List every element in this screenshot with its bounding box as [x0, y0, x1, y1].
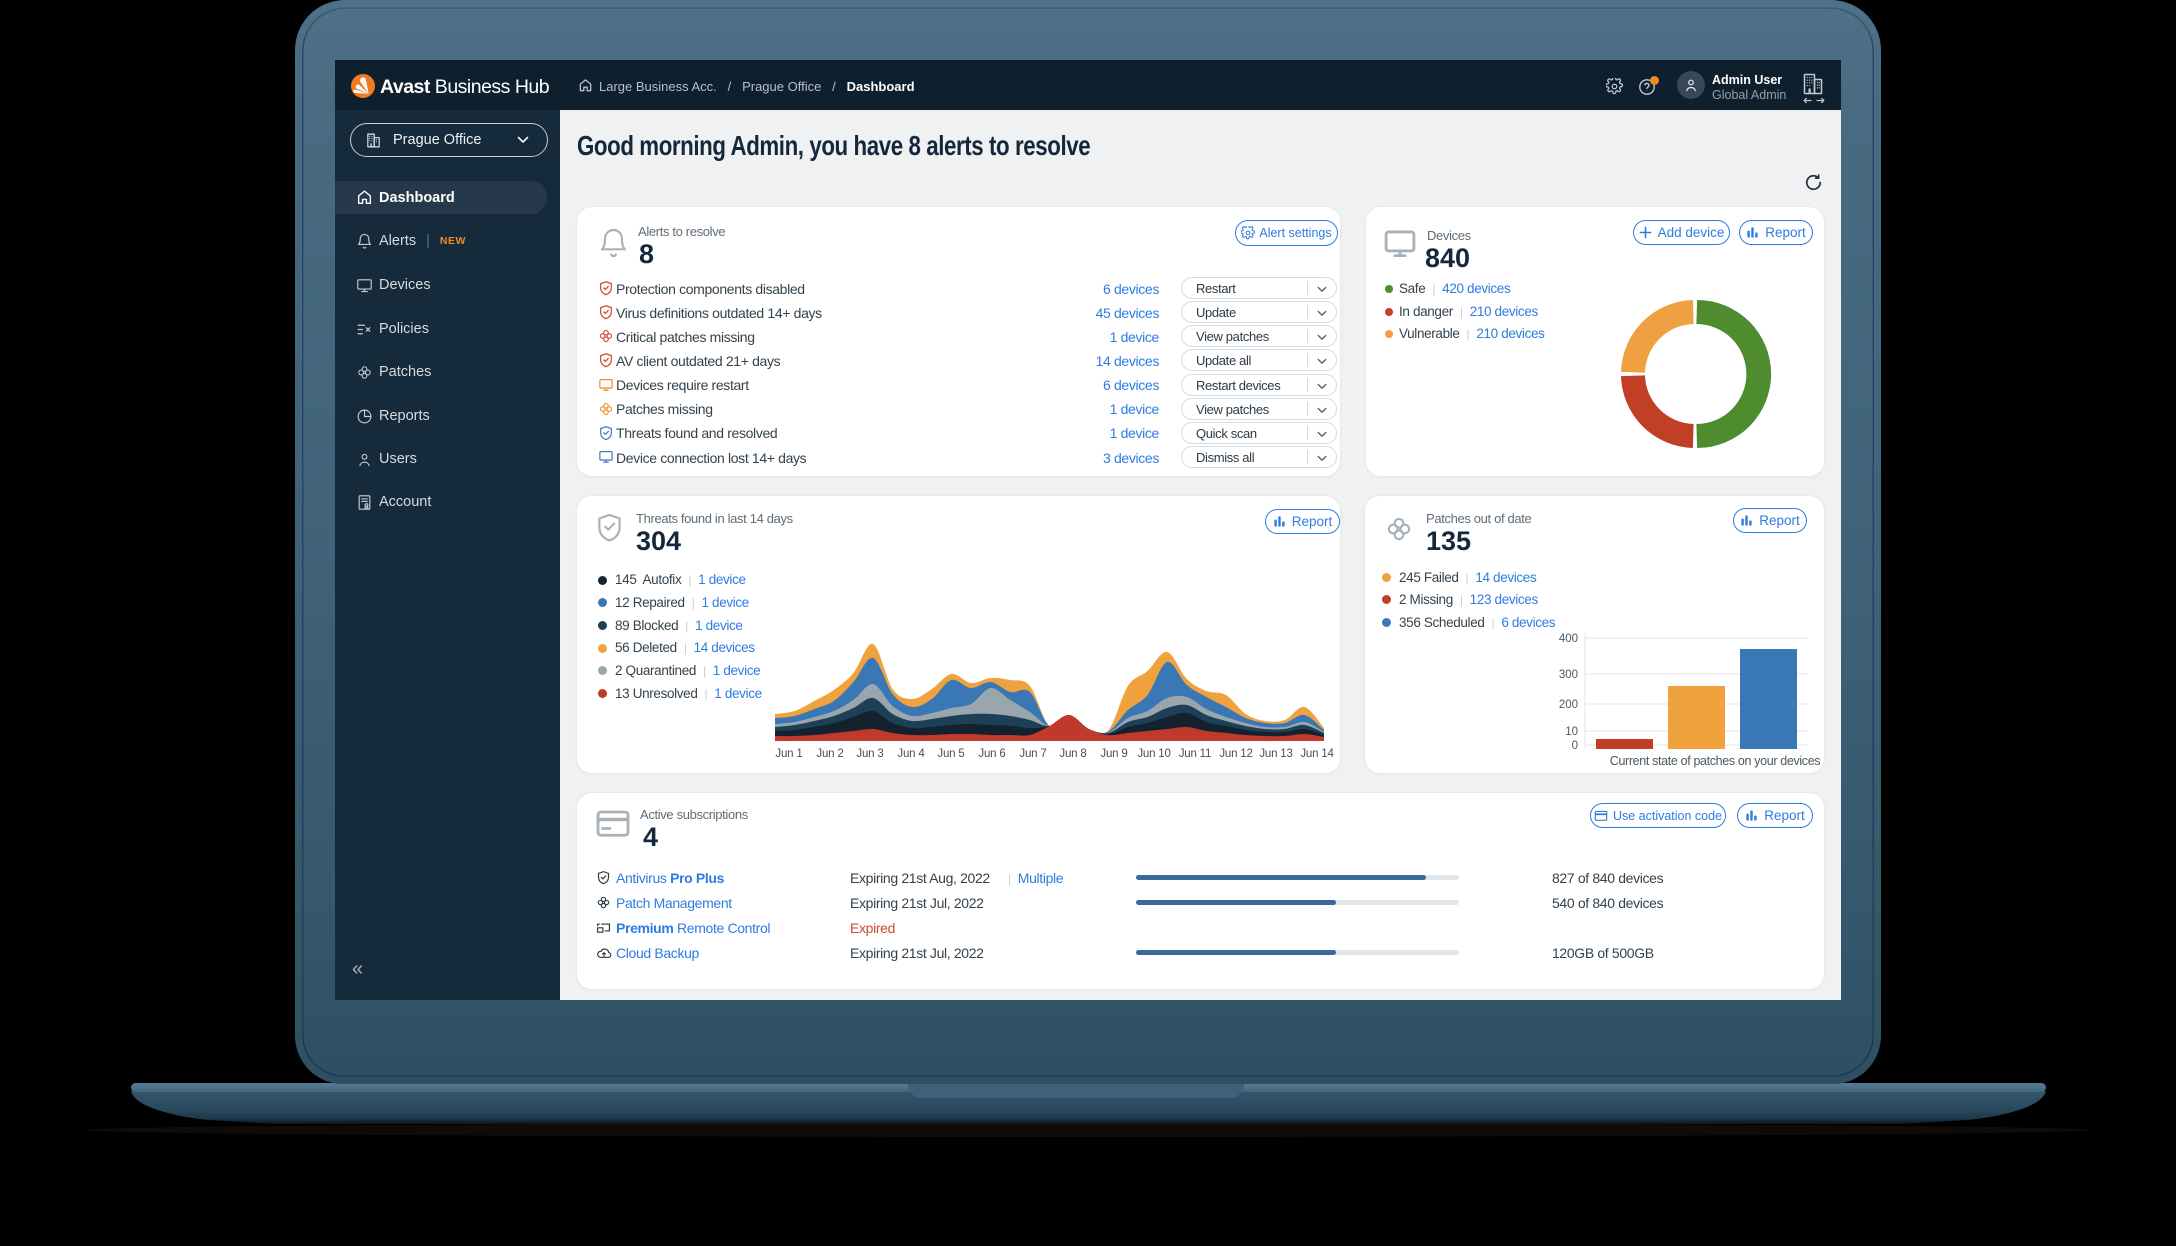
svg-text:10: 10 — [1565, 726, 1578, 738]
svg-text:300: 300 — [1559, 669, 1578, 681]
svg-text:200: 200 — [1559, 699, 1578, 711]
svg-text:400: 400 — [1559, 633, 1578, 645]
svg-text:0: 0 — [1572, 740, 1578, 752]
